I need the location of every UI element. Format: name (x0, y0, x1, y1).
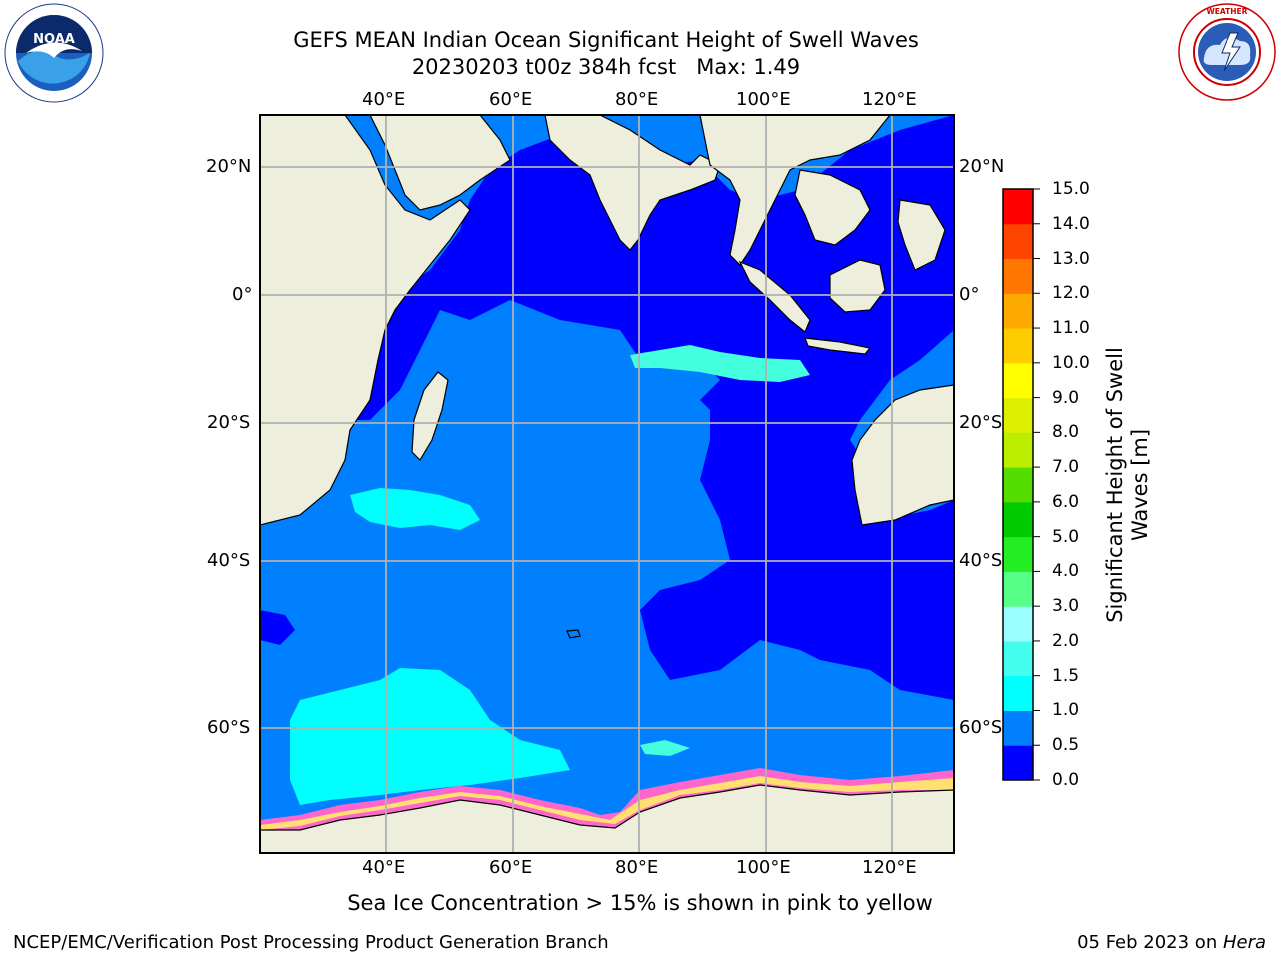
colorbar-frame (1002, 188, 1034, 781)
svg-text:WEATHER: WEATHER (1207, 7, 1248, 16)
noaa-logo-text: NOAA (33, 32, 75, 47)
lat-label-left: 20°S (207, 412, 251, 433)
map-frame (259, 114, 955, 854)
australia-landmass (851, 384, 954, 526)
lat-label-left: 0° (232, 284, 253, 305)
footer-producer: NCEP/EMC/Verification Post Processing Pr… (13, 932, 609, 953)
lon-label-bottom: 120°E (862, 857, 917, 878)
swell-zone-cyan-south (290, 668, 570, 805)
swell-zone-cyan-small (640, 740, 690, 756)
colorbar-segment (1003, 501, 1033, 538)
footer-date: 05 Feb 2023 on Hera (1077, 932, 1266, 953)
footer-host: Hera (1222, 932, 1266, 953)
sea-ice-caption: Sea Ice Concentration > 15% is shown in … (347, 891, 933, 915)
lon-label-top: 40°E (362, 89, 406, 110)
colorbar-tick-label: 12.0 (1052, 283, 1090, 304)
colorbar-segment (1003, 467, 1033, 503)
colorbar-tick-label: 8.0 (1052, 422, 1080, 443)
lon-label-top: 80°E (615, 89, 659, 110)
swell-zone-southwest (260, 610, 295, 645)
colorbar-tick-label: 1.0 (1052, 700, 1080, 721)
lon-label-bottom: 40°E (362, 857, 406, 878)
colorbar-title-line1: Significant Height of Swell (1103, 347, 1127, 623)
map-subtitle: 20230203 t00z 384h fcst Max: 1.49 (411, 55, 801, 79)
philippines-landmass (897, 199, 946, 271)
colorbar-segment (1003, 571, 1033, 607)
map-title: GEFS MEAN Indian Ocean Significant Heigh… (293, 28, 919, 52)
swell-zone-southeast (640, 400, 954, 700)
colorbar-tick-label: 3.0 (1052, 596, 1080, 617)
colorbar-tick-label: 7.0 (1052, 457, 1080, 478)
colorbar-tick-label: 9.0 (1052, 387, 1080, 408)
colorbar-segment (1003, 745, 1033, 781)
colorbar-tick-label: 5.0 (1052, 526, 1080, 547)
colorbar-segment (1003, 536, 1033, 572)
colorbar-segment (1003, 710, 1033, 746)
swell-zone-cyan-north (630, 345, 810, 382)
lat-label-left: 20°N (206, 156, 252, 177)
india-landmass (544, 115, 721, 251)
arabia-landmass (369, 115, 511, 211)
sumatra-landmass (738, 260, 811, 333)
colorbar-tick-label: 0.0 (1052, 770, 1080, 790)
southeast-asia-landmass (699, 115, 891, 266)
lat-label-right: 60°S (959, 717, 1003, 738)
colorbar-tick-label: 1.5 (1052, 665, 1080, 686)
lat-label-right: 20°N (959, 156, 1005, 177)
colorbar-tick-label: 10.0 (1052, 352, 1090, 373)
lon-label-top: 120°E (862, 89, 917, 110)
colorbar-segment (1003, 432, 1033, 468)
footer-date-text: 05 Feb 2023 on (1077, 932, 1223, 953)
colorbar-tick-label: 11.0 (1052, 318, 1090, 339)
lon-label-top: 60°E (489, 89, 533, 110)
colorbar-segment (1003, 328, 1033, 364)
lon-label-bottom: 60°E (489, 857, 533, 878)
colorbar-segment (1003, 675, 1033, 711)
colorbar (1003, 188, 1040, 781)
lon-label-bottom: 100°E (736, 857, 791, 878)
borneo-landmass (829, 259, 886, 313)
lat-label-right: 40°S (959, 550, 1003, 571)
noaa-logo: NOAA (4, 3, 104, 103)
nws-logo: WEATHER (1178, 3, 1276, 101)
colorbar-segment (1003, 397, 1033, 433)
lon-label-top: 100°E (736, 89, 791, 110)
antarctica-landmass (260, 784, 954, 853)
lon-label-bottom: 80°E (615, 857, 659, 878)
colorbar-segment (1003, 189, 1033, 225)
colorbar-segment (1003, 362, 1033, 399)
lat-label-right: 20°S (959, 412, 1003, 433)
lat-label-right: 0° (959, 284, 980, 305)
colorbar-segment (1003, 223, 1033, 260)
colorbar-tick-label: 0.5 (1052, 735, 1080, 756)
colorbar-segment (1003, 606, 1033, 642)
swell-zone-cyan-mid (350, 488, 480, 530)
colorbar-tick-label: 14.0 (1052, 213, 1090, 234)
indochina-landmass (794, 169, 871, 246)
madagascar-landmass (411, 371, 449, 461)
colorbar-tick-label: 15.0 (1052, 179, 1090, 199)
kerguelen-island (566, 629, 581, 639)
java-landmass (804, 337, 872, 355)
colorbar-tick-label: 4.0 (1052, 561, 1080, 582)
lat-label-left: 40°S (207, 550, 251, 571)
colorbar-tick-label: 2.0 (1052, 630, 1080, 651)
colorbar-segment (1003, 258, 1033, 294)
colorbar-tick-label: 6.0 (1052, 491, 1080, 512)
colorbar-segment (1003, 293, 1033, 329)
sea-ice-yellow (260, 776, 954, 830)
colorbar-tick-label: 13.0 (1052, 248, 1090, 269)
colorbar-title-line2: Waves [m] (1128, 428, 1152, 542)
graticule (260, 115, 954, 853)
colorbar-segment (1003, 640, 1033, 677)
lat-label-left: 60°S (207, 717, 251, 738)
